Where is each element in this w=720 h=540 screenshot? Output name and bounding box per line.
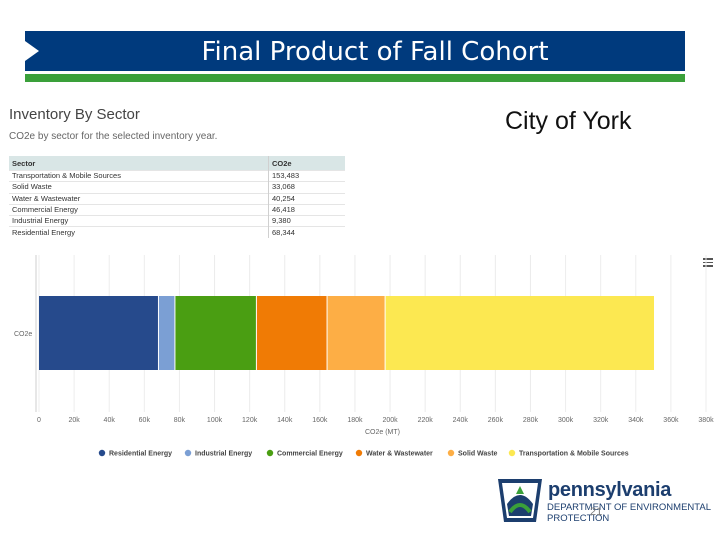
x-tick-label: 340k — [628, 417, 644, 424]
legend-label: Residential Energy — [109, 451, 172, 458]
table-row: Water & Wastewater 40,254 — [9, 192, 345, 205]
city-name: City of York — [505, 107, 632, 135]
co2e-cell: 46,418 — [268, 203, 345, 216]
legend-label: Industrial Energy — [195, 451, 252, 458]
co2e-cell: 9,380 — [268, 215, 345, 227]
chart-bars — [39, 296, 655, 370]
bar-segment-transportation-mobile-sources — [385, 296, 655, 370]
sector-cell: Transportation & Mobile Sources — [9, 169, 269, 182]
x-tick-label: 60k — [139, 417, 151, 424]
x-tick-label: 300k — [558, 417, 574, 424]
x-tick-labels: 0 20k 40k 60k 80k 100k 120k 140k 160k 180k 200k 220… — [37, 417, 714, 424]
x-tick-label: 0 — [37, 417, 41, 424]
table-row: Residential Energy 68,344 — [9, 226, 345, 238]
x-tick-label: 140k — [277, 417, 293, 424]
inventory-subtitle: CO2e by sector for the selected inventor… — [9, 131, 218, 142]
x-tick-label: 280k — [523, 417, 539, 424]
pa-logo-text: pennsylvania — [548, 479, 672, 501]
table-row: Industrial Energy 9,380 — [9, 215, 345, 227]
title-bar — [25, 31, 685, 71]
slide-title: Final Product of Fall Cohort — [201, 37, 549, 67]
bar-segment-industrial-energy — [158, 296, 175, 370]
legend-marker — [508, 449, 516, 457]
sector-cell: Commercial Energy — [9, 203, 269, 216]
sector-table: Sector CO2e Transportation & Mobile Sour… — [9, 156, 345, 238]
bar-segment-commercial-energy — [175, 296, 256, 370]
legend-marker — [447, 449, 455, 457]
bar-segment-solid-waste — [327, 296, 385, 370]
x-tick-label: 100k — [207, 417, 223, 424]
x-tick-label: 160k — [312, 417, 328, 424]
x-tick-label: 380k — [698, 417, 714, 424]
chart-legend: Residential Energy Industrial Energy Comme… — [98, 449, 629, 458]
legend-marker — [355, 449, 363, 457]
bar-segment-residential-energy — [39, 296, 158, 370]
column-header-sector[interactable]: Sector — [9, 156, 269, 171]
legend-label: Solid Waste — [458, 451, 498, 458]
x-tick-label: 360k — [663, 417, 679, 424]
table-header-row: Sector CO2e — [9, 156, 345, 171]
category-label: CO2e — [14, 331, 32, 338]
stacked-bar-chart: CO2e 0 20k 40k 60k 80k 100k 120k 140k 160k 180k 20… — [14, 255, 714, 458]
x-tick-label: 20k — [68, 417, 80, 424]
x-tick-label: 220k — [418, 417, 434, 424]
dep-logo-text: DEPARTMENT OF ENVIRONMENTAL PROTECTION — [547, 502, 711, 524]
sector-cell: Residential Energy — [9, 226, 269, 238]
co2e-cell: 40,254 — [268, 192, 345, 205]
sector-cell: Water & Wastewater — [9, 192, 269, 205]
legend-marker — [266, 449, 274, 457]
x-tick-label: 40k — [104, 417, 116, 424]
co2e-cell: 68,344 — [268, 226, 345, 238]
legend-label: Commercial Energy — [277, 451, 343, 458]
legend-marker — [98, 449, 106, 457]
sector-cell: Industrial Energy — [9, 215, 269, 227]
title-underline — [25, 74, 685, 82]
dep-line-1: DEPARTMENT OF ENVIRONMENTAL — [547, 502, 711, 513]
co2e-cell: 33,068 — [268, 181, 345, 194]
pa-keystone-logo-icon — [498, 479, 542, 522]
x-axis-label: CO2e (MT) — [365, 429, 400, 436]
column-header-co2e[interactable]: CO2e — [268, 156, 345, 171]
page-number: 21 — [590, 506, 603, 518]
x-tick-label: 180k — [347, 417, 363, 424]
x-tick-label: 260k — [488, 417, 504, 424]
table-row: Solid Waste 33,068 — [9, 181, 345, 194]
x-tick-label: 80k — [174, 417, 186, 424]
legend-label: Water & Wastewater — [366, 451, 433, 458]
co2e-cell: 153,483 — [268, 169, 345, 182]
sector-cell: Solid Waste — [9, 181, 269, 194]
table-row: Transportation & Mobile Sources 153,483 — [9, 169, 345, 182]
chart-menu-icon[interactable] — [703, 258, 713, 269]
inventory-title: Inventory By Sector — [9, 106, 140, 123]
table-row: Commercial Energy 46,418 — [9, 203, 345, 216]
dep-line-2: PROTECTION — [547, 513, 610, 524]
legend-marker — [184, 449, 192, 457]
legend-label: Transportation & Mobile Sources — [519, 451, 629, 458]
x-tick-label: 200k — [382, 417, 398, 424]
x-tick-label: 240k — [453, 417, 469, 424]
x-tick-label: 320k — [593, 417, 609, 424]
title-arrow-icon — [25, 41, 39, 61]
x-tick-label: 120k — [242, 417, 258, 424]
bar-segment-water-wastewater — [256, 296, 327, 370]
